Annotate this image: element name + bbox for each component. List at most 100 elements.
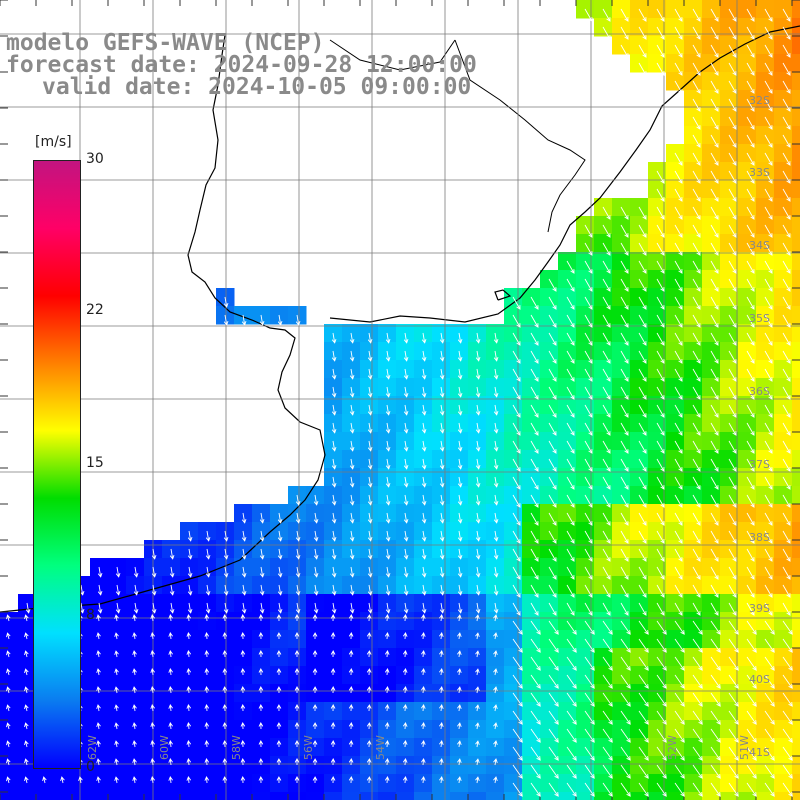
wind-cell <box>378 630 397 649</box>
wind-arrow <box>782 80 791 94</box>
wind-arrow <box>512 404 521 418</box>
wind-arrow <box>240 668 246 676</box>
wind-arrow <box>457 776 462 784</box>
wind-arrow <box>782 494 791 508</box>
wind-arrow <box>566 584 575 598</box>
wind-arrow <box>656 440 665 454</box>
wind-cell <box>108 684 127 703</box>
wind-arrow <box>403 350 409 362</box>
wind-arrow <box>349 332 355 344</box>
wind-arrow <box>151 548 157 560</box>
wind-arrow <box>331 458 337 470</box>
wind-cell <box>18 720 37 739</box>
wind-arrow <box>764 188 773 202</box>
wind-arrow <box>746 116 755 130</box>
wind-arrow <box>385 584 391 596</box>
wind-arrow <box>746 170 755 184</box>
wind-arrow <box>674 746 685 761</box>
wind-cell <box>288 738 307 757</box>
latitude-label: 39S <box>749 602 770 615</box>
wind-arrow <box>710 440 719 454</box>
wind-arrow <box>566 674 577 689</box>
wind-arrow <box>295 602 301 614</box>
wind-cell <box>162 756 181 775</box>
wind-arrow <box>548 710 559 725</box>
wind-cell <box>792 684 800 703</box>
wind-arrow <box>620 764 631 779</box>
latitude-label: 37S <box>749 458 770 471</box>
wind-arrow <box>205 584 211 596</box>
wind-arrow <box>313 530 319 542</box>
wind-arrow <box>566 314 575 328</box>
wind-arrow <box>710 566 719 580</box>
wind-arrow <box>584 764 595 779</box>
wind-cell <box>396 720 415 739</box>
wind-cell <box>468 630 487 649</box>
wind-cell <box>432 756 451 775</box>
wind-arrow <box>24 722 29 730</box>
wind-arrow <box>240 632 246 640</box>
wind-arrow <box>548 764 559 779</box>
wind-arrow <box>710 278 719 292</box>
wind-arrow <box>222 740 228 748</box>
wind-arrow <box>692 494 701 508</box>
wind-arrow <box>187 548 193 560</box>
wind-arrow <box>710 80 719 94</box>
wind-cell <box>324 792 343 800</box>
wind-cell <box>378 774 397 793</box>
wind-arrow <box>638 440 647 454</box>
wind-arrow <box>241 566 247 578</box>
wind-cell <box>108 792 127 800</box>
wind-arrow <box>746 512 755 526</box>
wind-cell <box>270 720 289 739</box>
wind-cell <box>180 738 199 757</box>
wind-cell <box>486 648 505 667</box>
wind-arrow <box>746 44 755 58</box>
wind-arrow <box>602 710 613 725</box>
wind-cell <box>234 738 253 757</box>
wind-arrow <box>764 728 775 743</box>
wind-arrow <box>782 332 791 346</box>
wind-arrow <box>457 368 463 380</box>
wind-arrow <box>241 584 247 596</box>
wind-cell <box>342 684 361 703</box>
wind-cell <box>108 756 127 775</box>
wind-cell <box>414 738 433 757</box>
wind-arrow <box>728 404 737 418</box>
wind-arrow <box>457 422 463 434</box>
wind-cell <box>378 756 397 775</box>
wind-arrow <box>656 8 665 22</box>
wind-arrow <box>728 746 739 761</box>
wind-arrow <box>241 602 247 614</box>
wind-cell <box>432 684 451 703</box>
wind-arrow <box>692 332 701 346</box>
wind-arrow <box>384 686 390 694</box>
wind-cell <box>792 396 800 415</box>
wind-arrow <box>259 314 265 326</box>
wind-arrow <box>782 98 791 112</box>
wind-arrow <box>746 548 755 562</box>
wind-cell <box>792 234 800 253</box>
wind-arrow <box>294 614 300 621</box>
wind-arrow <box>150 776 155 784</box>
wind-arrow <box>475 440 481 452</box>
wind-cell <box>108 720 127 739</box>
wind-arrow <box>638 692 649 707</box>
wind-cell <box>270 666 289 685</box>
wind-arrow <box>674 602 683 616</box>
wind-cell <box>432 666 451 685</box>
wind-arrow <box>656 764 667 779</box>
wind-arrow <box>457 704 462 712</box>
wind-arrow <box>457 686 462 694</box>
wind-arrow <box>366 740 372 748</box>
wind-arrow <box>439 758 444 766</box>
wind-arrow <box>710 98 719 112</box>
wind-cell <box>108 648 127 667</box>
wind-cell <box>306 720 325 739</box>
wind-arrow <box>620 44 629 58</box>
wind-arrow <box>746 746 757 761</box>
wind-arrow <box>512 692 523 707</box>
wind-arrow <box>656 314 665 328</box>
wind-arrow <box>276 722 282 730</box>
wind-cell <box>756 792 775 800</box>
